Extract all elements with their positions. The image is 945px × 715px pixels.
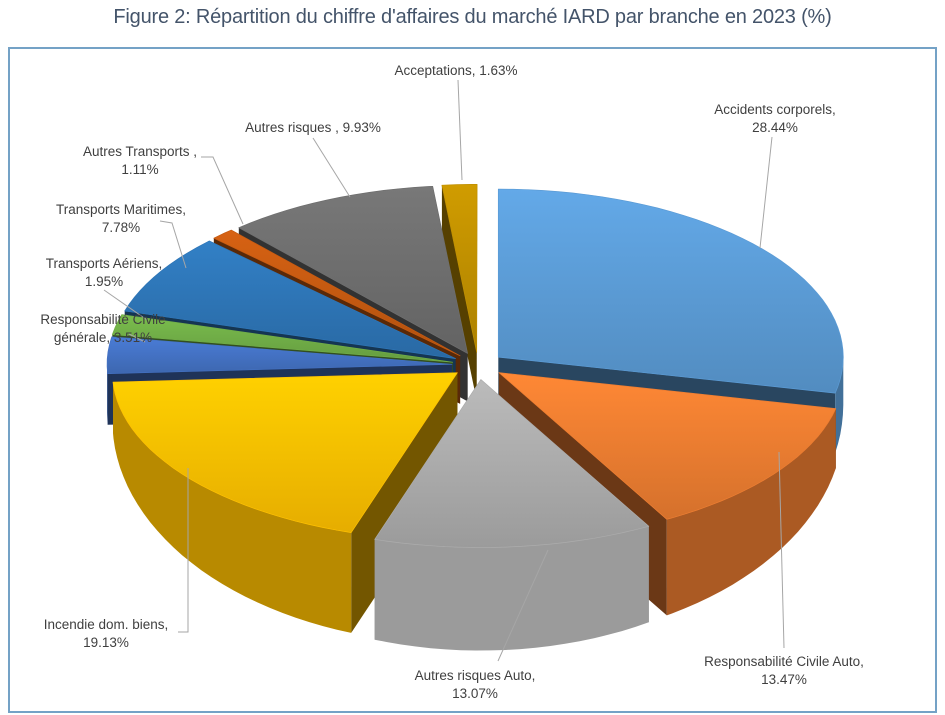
slice-label-autres-transports: Autres Transports , 1.11%: [82, 144, 198, 177]
slice-label-responsabilite-civile-auto: Responsabilité Civile Auto, 13.47%: [704, 654, 864, 687]
slice-label-transports-maritimes: Transports Maritimes, 7.78%: [55, 202, 187, 235]
slice-top-face: [124, 240, 456, 359]
slice-top-face: [497, 188, 844, 394]
figure-title: Figure 2: Répartition du chiffre d'affai…: [113, 6, 832, 28]
slice-top-face: [441, 184, 478, 353]
pie-slice-autres-risques-auto[interactable]: [374, 379, 650, 651]
leader-line-incendie-dom-biens: [178, 468, 189, 633]
pie-slice-incendie-dom-biens[interactable]: [112, 372, 458, 633]
slice-top-face: [112, 372, 458, 533]
slice-top-face: [238, 185, 468, 354]
leader-line-autres-risques-auto: [497, 549, 549, 662]
leader-line-autres-transports: [201, 156, 244, 225]
slice-rim-face: [374, 526, 649, 651]
pie-slice-acceptations[interactable]: [441, 184, 478, 401]
slice-top-face: [213, 229, 461, 357]
slice-top-face: [374, 379, 650, 548]
slice-label-responsabilite-civile-generale: Responsabilité Civile générale, 3.51%: [40, 312, 166, 345]
slice-top-face: [498, 372, 837, 520]
slice-rim-face: [835, 357, 844, 453]
leader-line-acceptations: [457, 79, 463, 181]
slice-label-autres-risques-auto: Autres risques Auto, 13.07%: [414, 668, 536, 701]
slice-label-acceptations: Acceptations, 1.63%: [394, 63, 518, 78]
slice-label-incendie-dom-biens: Incendie dom. biens, 19.13%: [43, 617, 169, 650]
leader-line-transports-maritimes: [159, 220, 187, 269]
slice-label-autres-risques: Autres risques , 9.93%: [245, 120, 381, 135]
slice-side-face: [441, 185, 477, 401]
leader-line-autres-risques: [312, 137, 351, 198]
leader-line-accidents-corporels: [759, 136, 773, 249]
slice-label-transports-aeriens: Transports Aériens, 1.95%: [45, 256, 163, 289]
slice-top-face: [111, 314, 454, 363]
slice-rim-face: [113, 382, 352, 633]
leader-line-responsabilite-civile-generale: [128, 333, 146, 343]
leader-line-transports-aeriens: [103, 289, 148, 321]
slice-rim-face: [666, 408, 836, 616]
slice-top-face: [106, 336, 453, 375]
slice-rim-face: [107, 364, 108, 425]
slice-label-accidents-corporels: Accidents corporels, 28.44%: [714, 102, 836, 135]
leader-line-responsabilite-civile-auto: [778, 451, 785, 649]
